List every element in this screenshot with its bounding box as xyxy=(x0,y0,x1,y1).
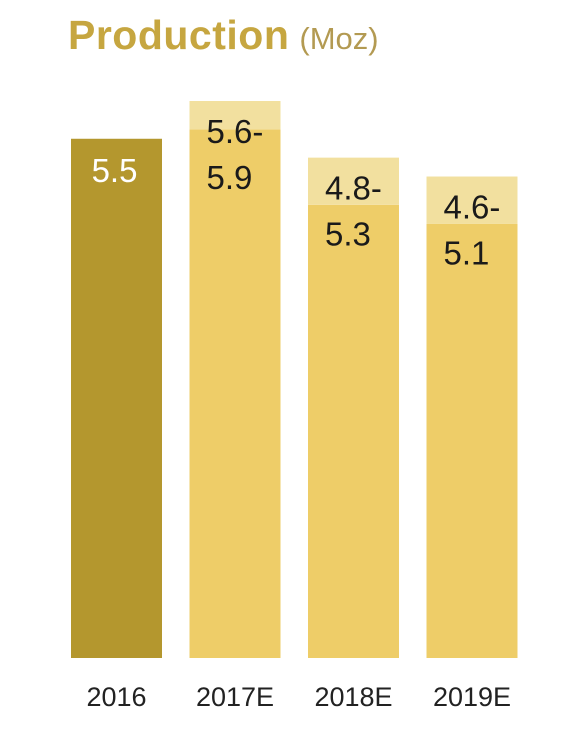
value-label-2017e-line-1: 5.6- xyxy=(207,113,264,150)
value-label-2019e-line-2: 5.1 xyxy=(444,235,490,272)
category-label-2018e: 2018E xyxy=(314,682,392,712)
bar-2016 xyxy=(71,138,162,659)
category-label-2016: 2016 xyxy=(86,682,146,712)
bar-2017e xyxy=(189,129,281,659)
range-band-2019e xyxy=(426,176,518,224)
category-label-2017e: 2017E xyxy=(196,682,274,712)
chart-title: Production (Moz) xyxy=(68,12,379,59)
range-band-2017e xyxy=(189,101,281,130)
range-band-2018e xyxy=(308,157,399,205)
category-label-2019e: 2019E xyxy=(433,682,511,712)
chart-title-main: Production xyxy=(68,12,290,58)
chart-title-unit: (Moz) xyxy=(299,21,379,56)
bar-2019e xyxy=(426,223,518,658)
value-label-2019e-line-1: 4.6- xyxy=(444,189,501,226)
bar-2018e xyxy=(308,204,399,658)
value-label-2018e-line-1: 4.8- xyxy=(325,170,382,207)
value-label-2016-line-1: 5.5 xyxy=(92,152,138,189)
value-label-2017e-line-2: 5.9 xyxy=(207,159,253,196)
value-label-2018e-line-2: 5.3 xyxy=(325,216,371,253)
